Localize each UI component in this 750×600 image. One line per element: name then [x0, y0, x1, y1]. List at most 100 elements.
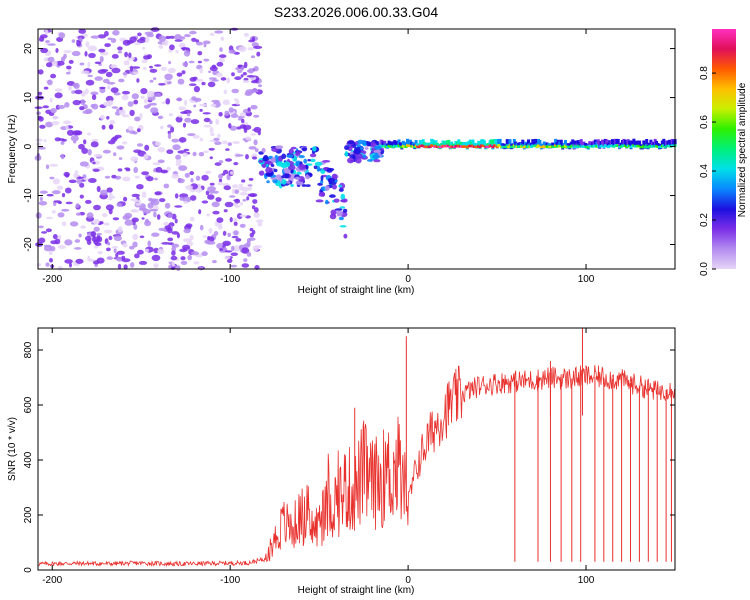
spectrogram-noise-cell: [234, 204, 241, 208]
colorbar-ticks: 0.0 0.2 0.4 0.6 0.8: [699, 66, 716, 276]
spectrogram-multipath-cell: [338, 216, 344, 221]
spectrogram-noise-cell: [199, 108, 203, 112]
spectrogram-noise-cell: [218, 160, 224, 164]
spectrogram-noise-cell: [85, 79, 95, 86]
spectrogram-noise-cell: [134, 42, 142, 45]
spectrogram-multipath-cell: [320, 175, 324, 182]
spectrogram-noise-cell: [45, 228, 52, 233]
spectrogram-noise-cell: [39, 36, 45, 42]
spectrogram-noise-cell: [249, 227, 254, 232]
spectrogram-noise-cell: [193, 104, 197, 108]
spectrogram-multipath-cell: [338, 188, 344, 192]
spectrogram-noise-cell: [198, 152, 205, 157]
spectrogram-noise-cell: [66, 129, 75, 136]
spectrogram-noise-cell: [239, 191, 248, 196]
spectrogram-y-ticks: -20 -10 0 10 20: [23, 43, 675, 252]
spectrogram-noise-cell: [157, 159, 165, 164]
spectrogram-noise-cell: [223, 89, 228, 95]
spectrogram-multipath-cell: [258, 159, 264, 163]
spectrogram-noise-cell: [165, 224, 172, 231]
spectrogram-noise-cell: [201, 81, 206, 86]
spectrogram-noise-cell: [92, 161, 96, 165]
spectrogram-noise-cell: [93, 204, 101, 211]
spectrogram-noise-cell: [182, 152, 188, 158]
colorbar-tick-label: 0.2: [699, 213, 710, 227]
spectrogram-noise-cell: [163, 183, 170, 189]
spectrogram-noise-cell: [79, 161, 89, 167]
spectrogram-noise-cell: [117, 263, 122, 270]
spectrogram-noise-cell: [238, 46, 247, 52]
spectrogram-noise-cell: [161, 242, 171, 245]
spectrogram-noise-cell: [178, 137, 187, 143]
spectrogram-multipath-cell: [298, 176, 305, 182]
spectrogram-noise-cell: [100, 189, 108, 196]
spectrogram-noise-cell: [253, 211, 260, 219]
spectrogram-noise-cell: [241, 118, 245, 124]
spectrogram-multipath-cell: [321, 192, 325, 197]
spectrogram-noise-cell: [51, 210, 56, 214]
spectrogram-noise-cell: [45, 40, 51, 43]
spectrogram-noise-cell: [170, 126, 175, 133]
spectrogram-noise-cell: [45, 262, 50, 267]
spectrogram-multipath-cell: [266, 180, 270, 184]
spectrogram-noise-cell: [211, 201, 220, 208]
spectrogram-noise-cell: [113, 152, 117, 157]
spectrogram-noise-cell: [101, 124, 106, 130]
spectrogram-noise-cell: [230, 252, 238, 256]
spectrogram-noise-cell: [250, 80, 259, 84]
spectrogram-noise-cell: [127, 101, 134, 107]
spectrogram-noise-cell: [49, 176, 55, 180]
spectrogram-tone-halo: [611, 139, 614, 145]
spectrogram-noise-cell: [233, 221, 238, 226]
spectrogram-multipath-cell: [273, 168, 278, 173]
spectrogram-noise-cell: [227, 232, 231, 238]
spectrogram-noise-cell: [85, 235, 92, 242]
spectrogram-multipath-cell: [308, 173, 312, 176]
spectrogram-noise-cell: [229, 125, 237, 131]
spectrogram-noise-cell: [87, 149, 92, 156]
spectrogram-noise-cell: [80, 225, 86, 229]
snr-x-tick-label: -200: [42, 575, 62, 586]
spectrogram-noise-cell: [174, 218, 178, 224]
spectrogram-noise-cell: [139, 235, 145, 239]
spectrogram-noise-cell: [175, 159, 182, 165]
spectrogram-noise-cell: [212, 79, 219, 82]
spectrogram-multipath-cell: [333, 198, 340, 203]
spectrogram-noise-cell: [248, 177, 254, 181]
spectrogram-noise-cell: [184, 34, 191, 38]
spectrogram-multipath-cell: [347, 157, 354, 164]
spectrogram-noise-cell: [246, 252, 252, 257]
spectrogram-noise-cell: [86, 212, 94, 219]
spectrogram-noise-cell: [193, 85, 200, 93]
spectrogram-noise-cell: [167, 237, 174, 242]
spectrogram-multipath-cell: [356, 144, 361, 148]
spectrogram-noise-cell: [77, 176, 84, 179]
spectrogram-noise-cell: [252, 245, 259, 252]
spectrogram-tone-halo: [564, 140, 567, 145]
spectrogram-noise-cell: [157, 248, 165, 254]
spectrogram-noise-cell: [248, 39, 255, 43]
spectrogram-noise-cell: [208, 147, 215, 151]
spectrogram-noise-cell: [243, 61, 248, 69]
spectrogram-multipath-cell: [324, 185, 330, 192]
spectrogram-noise-cell: [235, 154, 244, 157]
spectrogram-multipath-cell: [344, 145, 350, 151]
spectrogram-noise-cell: [232, 184, 239, 189]
spectrogram-noise-cell: [189, 234, 194, 241]
spectrogram-noise-cell: [129, 130, 136, 135]
spectrogram-noise-cell: [164, 73, 173, 81]
spectrogram-noise-cell: [251, 229, 256, 235]
spectrogram-tone-halo: [490, 139, 493, 145]
spectrogram-noise-cell: [36, 142, 42, 146]
spectrogram-noise-cell: [160, 125, 164, 130]
spectrogram-noise-cell: [191, 37, 197, 42]
spectrogram-noise-cell: [132, 233, 139, 240]
spectrogram-noise-cell: [111, 245, 119, 249]
spectrogram-noise-cell: [61, 221, 67, 227]
spectrogram-noise-cell: [223, 185, 231, 191]
spectrogram-noise-cell: [76, 40, 82, 47]
spectrogram-tone-cell: [507, 145, 511, 149]
spectrogram-noise-cell: [154, 191, 162, 196]
spectrogram-noise-cell: [100, 69, 109, 72]
spectrogram-noise-cell: [165, 98, 171, 105]
